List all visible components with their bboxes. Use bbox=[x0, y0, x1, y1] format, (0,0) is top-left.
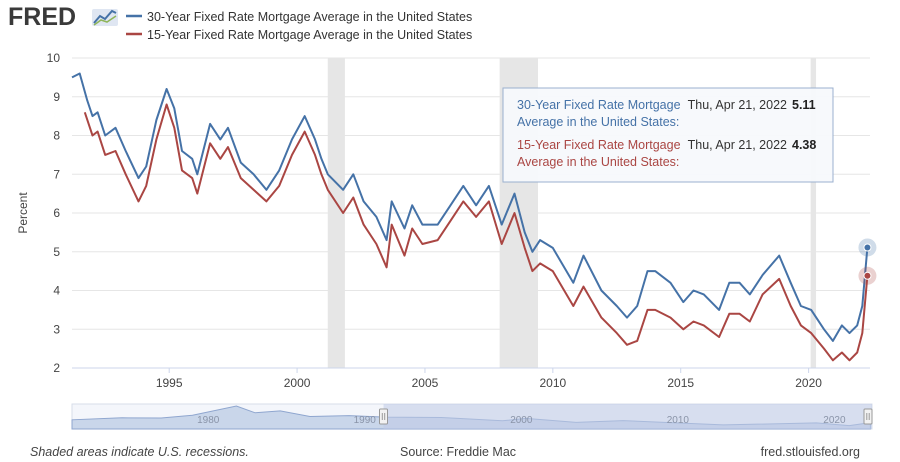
recession-note: Shaded areas indicate U.S. recessions. bbox=[30, 445, 249, 459]
tooltip-row-15yr: 15-Year Fixed Rate Mortgage Average in t… bbox=[517, 138, 816, 169]
tooltip-row-30yr: 30-Year Fixed Rate Mortgage Average in t… bbox=[517, 98, 816, 129]
x-tick-label: 1995 bbox=[156, 376, 183, 390]
legend-item-15yr[interactable]: 15-Year Fixed Rate Mortgage Average in t… bbox=[126, 28, 472, 42]
hover-point-15yr bbox=[863, 271, 872, 280]
y-axis-title: Percent bbox=[16, 192, 30, 234]
legend-label-30yr: 30-Year Fixed Rate Mortgage Average in t… bbox=[147, 10, 472, 24]
navigator-year-label: 2000 bbox=[510, 415, 533, 426]
site-link[interactable]: fred.stlouisfed.org bbox=[761, 445, 860, 459]
y-tick-label: 10 bbox=[47, 51, 61, 65]
x-tick-label: 2020 bbox=[795, 376, 822, 390]
tooltip-series-label-15yr-line1: 15-Year Fixed Rate Mortgage bbox=[517, 138, 681, 152]
x-axis-ticks: 1995 2000 2005 2010 2015 2020 bbox=[156, 368, 822, 390]
x-tick-label: 2000 bbox=[284, 376, 311, 390]
y-tick-label: 2 bbox=[53, 361, 60, 375]
series-line-15yr bbox=[83, 103, 869, 362]
y-tick-label: 5 bbox=[53, 245, 60, 259]
navigator-year-label: 2020 bbox=[823, 415, 846, 426]
x-tick-label: 2005 bbox=[412, 376, 439, 390]
x-tick-label: 2015 bbox=[667, 376, 694, 390]
y-axis-ticks: 2 3 4 5 6 7 8 9 10 bbox=[47, 51, 61, 375]
tooltip-value-15yr: 4.38 bbox=[792, 138, 816, 152]
y-tick-label: 6 bbox=[53, 206, 60, 220]
fred-logo[interactable]: FRED bbox=[8, 3, 118, 31]
navigator-right-handle[interactable] bbox=[863, 408, 873, 425]
navigator-labels: 1980 1990 2000 2010 2020 bbox=[197, 415, 846, 426]
tooltip-series-label-30yr-line2: Average in the United States: bbox=[517, 115, 679, 129]
fred-logo-text: FRED bbox=[8, 3, 76, 31]
y-tick-label: 4 bbox=[53, 284, 60, 298]
navigator-left-handle[interactable] bbox=[379, 408, 388, 425]
navigator-year-label: 1980 bbox=[197, 415, 220, 426]
navigator-year-label: 2010 bbox=[667, 415, 690, 426]
y-tick-label: 8 bbox=[53, 129, 60, 143]
x-tick-label: 2010 bbox=[539, 376, 566, 390]
tooltip-date-15yr: Thu, Apr 21, 2022 bbox=[688, 138, 787, 152]
navigator-selected-range[interactable] bbox=[383, 404, 872, 429]
y-tick-label: 3 bbox=[53, 322, 60, 336]
series-line-30yr bbox=[71, 72, 869, 342]
y-tick-label: 7 bbox=[53, 167, 60, 181]
navigator-year-label: 1990 bbox=[354, 415, 377, 426]
legend-item-30yr[interactable]: 30-Year Fixed Rate Mortgage Average in t… bbox=[126, 10, 472, 24]
tooltip-date-30yr: Thu, Apr 21, 2022 bbox=[688, 98, 787, 112]
tooltip-series-label-15yr-line2: Average in the United States: bbox=[517, 155, 679, 169]
range-navigator[interactable]: 1980 1990 2000 2010 2020 bbox=[71, 403, 873, 430]
source-label: Source: Freddie Mac bbox=[400, 445, 516, 459]
hover-point-30yr bbox=[863, 243, 872, 252]
series-lines bbox=[71, 72, 869, 362]
tooltip-series-label-30yr-line1: 30-Year Fixed Rate Mortgage bbox=[517, 98, 681, 112]
trend-line-icon bbox=[92, 9, 118, 26]
hover-markers bbox=[858, 238, 877, 285]
tooltip-value-30yr: 5.11 bbox=[792, 98, 816, 112]
legend-label-15yr: 15-Year Fixed Rate Mortgage Average in t… bbox=[147, 28, 472, 42]
y-tick-label: 9 bbox=[53, 90, 60, 104]
tooltip: 30-Year Fixed Rate Mortgage Average in t… bbox=[502, 87, 834, 183]
legend: 30-Year Fixed Rate Mortgage Average in t… bbox=[126, 10, 472, 42]
tooltip-box bbox=[502, 87, 834, 183]
